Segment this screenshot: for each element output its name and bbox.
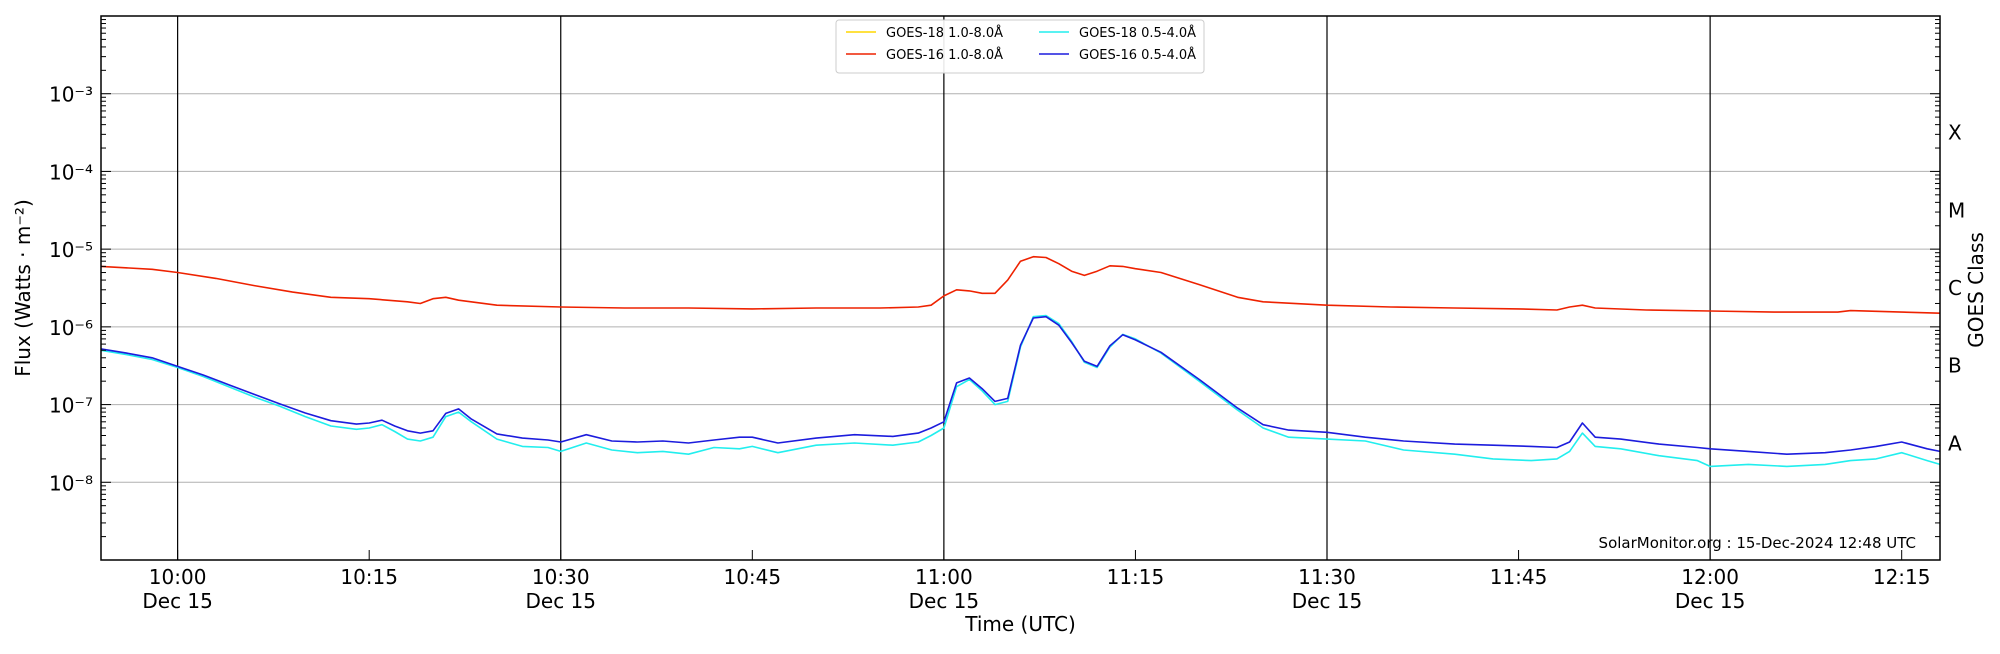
legend-entry-label: GOES-18 1.0-8.0Å — [886, 25, 1003, 41]
legend: GOES-18 1.0-8.0Å GOES-16 1.0-8.0Å GOES-18 … — [835, 19, 1205, 74]
plot-frame — [100, 15, 1941, 561]
x-tick-date-label: Dec 15 — [525, 589, 596, 613]
legend-entry-label: GOES-18 0.5-4.0Å — [1079, 25, 1196, 41]
x-tick-date-label: Dec 15 — [142, 589, 213, 613]
credit-text: SolarMonitor.org : 15-Dec-2024 12:48 UTC — [1599, 534, 1916, 552]
goes-class-label: A — [1948, 431, 1962, 455]
x-tick-date-label: Dec 15 — [1675, 589, 1746, 613]
y-tick-label: 10⁻⁴ — [49, 160, 93, 184]
x-tick-label: 11:45 — [1490, 565, 1548, 589]
day-divider-layer — [177, 16, 1711, 560]
series-layer — [100, 255, 1941, 468]
x-tick-label: 10:45 — [723, 565, 781, 589]
x-tick-label: 12:15 — [1873, 565, 1931, 589]
x-axis-label: Time (UTC) — [964, 612, 1076, 636]
grid-layer — [101, 93, 1940, 483]
x-tick-label: 10:00 — [149, 565, 207, 589]
y-axis-label: Flux (Watts · m⁻²) — [11, 199, 35, 377]
y-tick-label: 10⁻⁵ — [49, 238, 93, 262]
y-tick-label: 10⁻⁶ — [49, 316, 93, 340]
goes-class-label: X — [1948, 121, 1962, 145]
x-tick-date-label: Dec 15 — [1292, 589, 1363, 613]
x-tick-label: 11:15 — [1107, 565, 1165, 589]
legend-entry-label: GOES-16 1.0-8.0Å — [886, 47, 1003, 63]
x-tick-label: 11:30 — [1298, 565, 1356, 589]
goes-class-label: M — [1948, 198, 1965, 222]
goes-class-label: C — [1948, 276, 1962, 300]
x-tick-label: 10:30 — [532, 565, 590, 589]
goes-class-label: B — [1948, 354, 1962, 378]
series-line-3 — [100, 315, 1941, 456]
legend-entry-label: GOES-16 0.5-4.0Å — [1079, 47, 1196, 63]
y-tick-label: 10⁻⁸ — [49, 471, 93, 495]
legend-box — [835, 19, 1205, 74]
x-tick-date-label: Dec 15 — [909, 589, 980, 613]
x-tick-label: 12:00 — [1681, 565, 1739, 589]
x-tick-label: 10:15 — [340, 565, 398, 589]
series-line-1 — [100, 255, 1941, 314]
y-tick-label: 10⁻³ — [49, 83, 93, 107]
y-tick-label: 10⁻⁷ — [49, 394, 93, 418]
right-axis-label: GOES Class — [1964, 232, 1988, 348]
series-line-2 — [100, 314, 1941, 468]
x-tick-label: 11:00 — [915, 565, 973, 589]
